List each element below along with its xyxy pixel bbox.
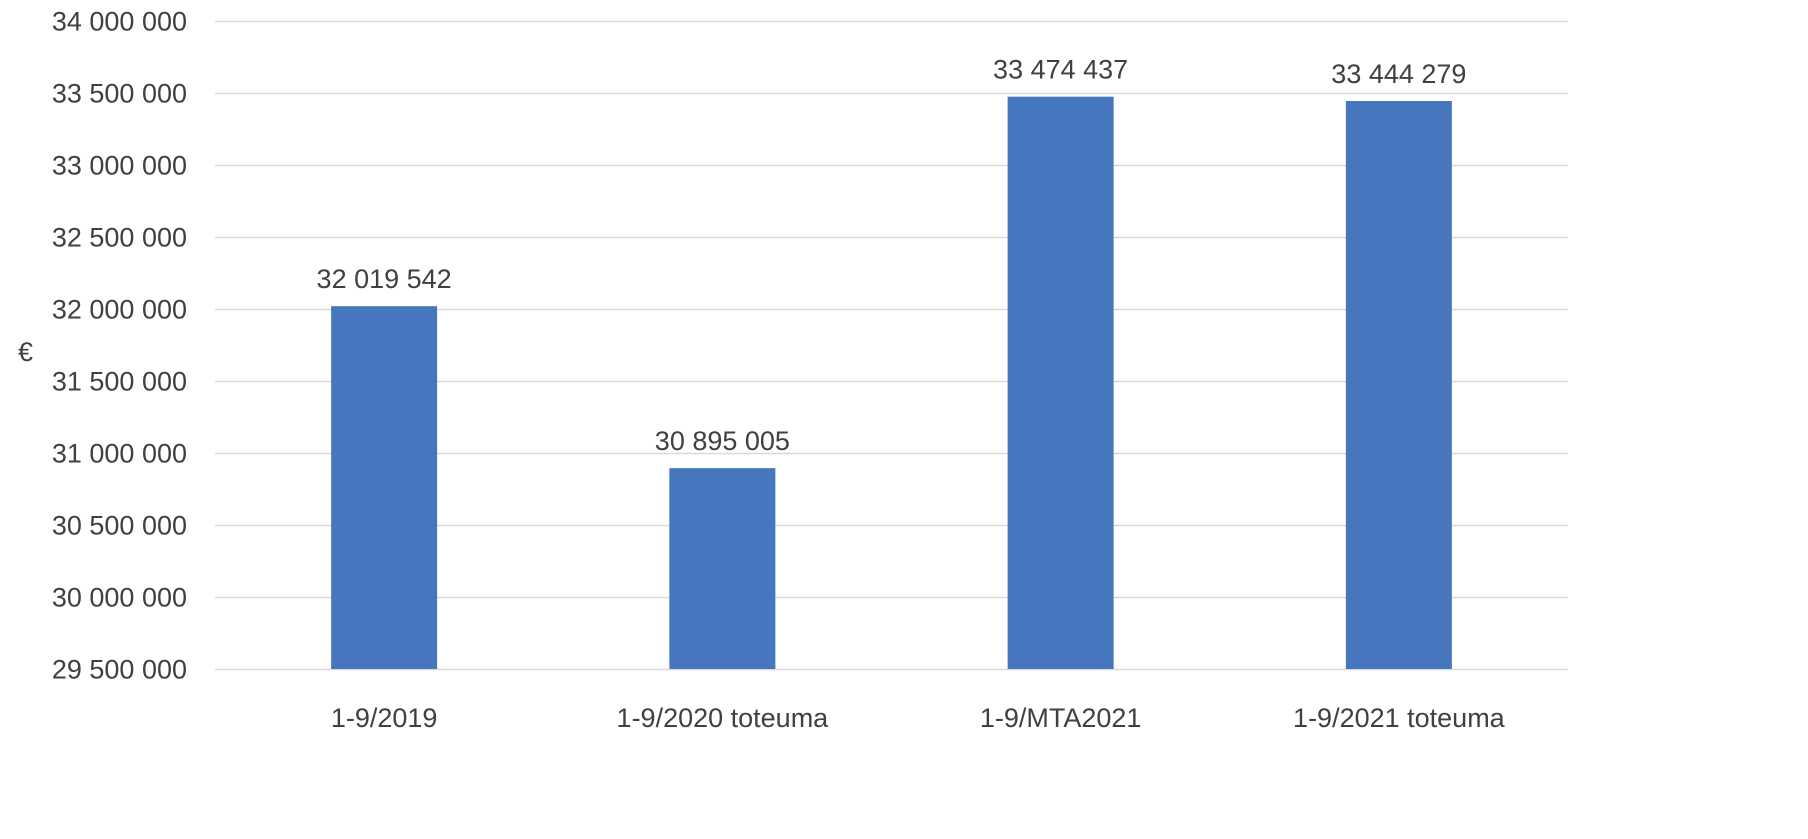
data-label: 32 019 542 [317, 264, 452, 294]
y-tick-label: 30 500 000 [52, 511, 187, 541]
bar [1345, 101, 1452, 670]
y-tick-label: 30 000 000 [52, 583, 187, 613]
x-axis-ticks: 1-9/2019 1-9/2020 toteuma 1-9/MTA2021 1-9/2… [331, 703, 1506, 733]
x-tick-label: 1-9/MTA2021 [980, 703, 1142, 733]
y-tick-label: 33 500 000 [52, 79, 187, 109]
y-tick-label: 32 500 000 [52, 223, 187, 253]
gridlines [215, 20, 1568, 671]
data-label: 30 895 005 [655, 426, 790, 456]
data-label: 33 444 279 [1331, 59, 1466, 89]
y-tick-label: 29 500 000 [52, 655, 187, 685]
y-tick-label: 33 000 000 [52, 151, 187, 181]
bar [669, 468, 776, 669]
data-labels: 32 019 542 30 895 005 33 474 437 33 444 279 [317, 55, 1467, 456]
data-label: 33 474 437 [993, 55, 1128, 85]
y-tick-label: 34 000 000 [52, 7, 187, 37]
y-tick-label: 31 500 000 [52, 367, 187, 397]
y-tick-label: 32 000 000 [52, 295, 187, 325]
x-tick-label: 1-9/2019 [331, 703, 438, 733]
bars [331, 96, 1452, 670]
bar [331, 306, 438, 669]
x-tick-label: 1-9/2021 toteuma [1293, 703, 1506, 733]
y-axis-title: € [18, 337, 33, 367]
bar [1007, 96, 1114, 669]
y-tick-label: 31 000 000 [52, 439, 187, 469]
y-axis-ticks: 29 500 000 30 000 000 30 500 000 31 000 000… [52, 7, 187, 685]
x-tick-label: 1-9/2020 toteuma [617, 703, 830, 733]
